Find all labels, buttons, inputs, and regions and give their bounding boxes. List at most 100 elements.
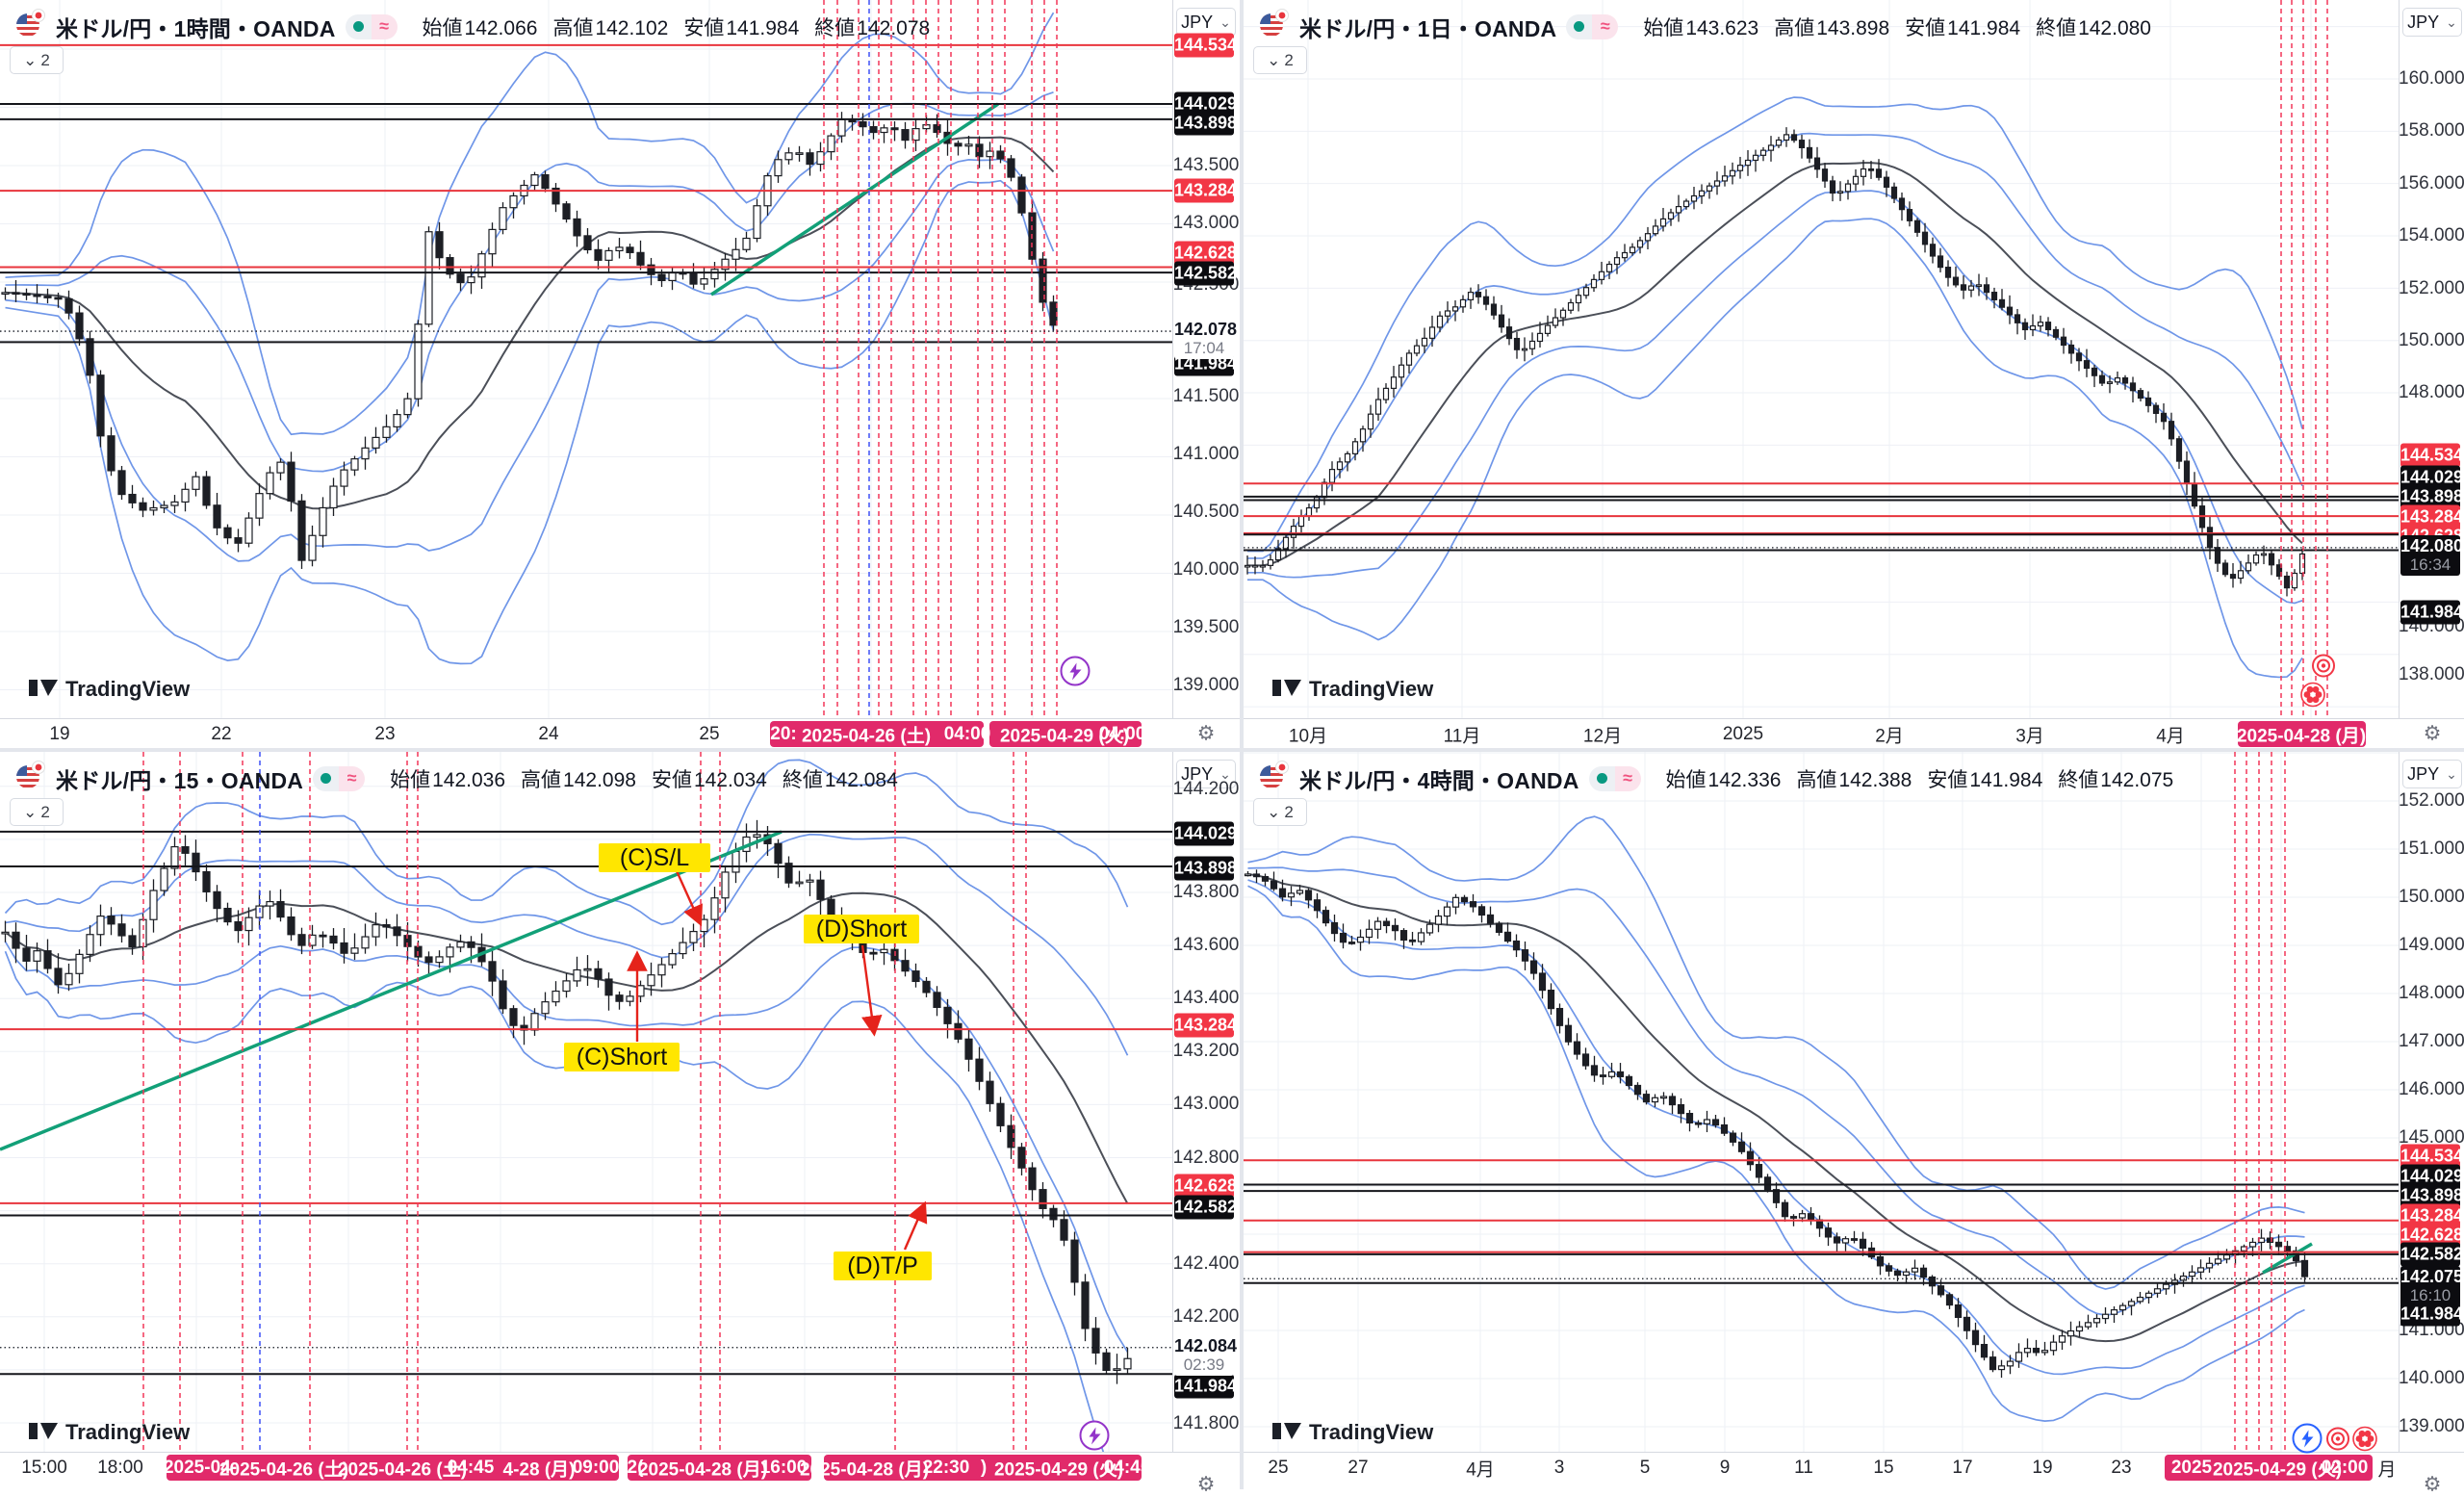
flower-icon[interactable] — [2300, 682, 2325, 712]
candle-down — [869, 951, 878, 955]
time-axis[interactable]: 15:00 18:00 2025-04- 2025-04-26 (土) 2025-04-… — [0, 1452, 1240, 1484]
panel-divider-horizontal[interactable] — [0, 748, 2464, 752]
chart-canvas-bl[interactable]: (C)S/L (D)Short (C)Short (D)T/P — [0, 752, 1172, 1489]
currency-dropdown[interactable]: JPY ⌄ — [1176, 760, 1236, 788]
tradingview-logo[interactable]: TradingView — [1272, 677, 1434, 701]
candle-down — [128, 493, 137, 503]
axis-settings-icon[interactable]: ⚙ — [1196, 722, 1216, 745]
annotation-arrow[interactable] — [903, 1200, 928, 1251]
price-axis[interactable]: JPY ⌄ 160.000 158.000 156.000 154.000 152.000 1… — [2399, 0, 2464, 750]
price-tick-label: 142.400 — [1172, 1253, 1240, 1274]
candle-down — [933, 124, 941, 134]
target-icon[interactable] — [2325, 1427, 2350, 1457]
candle-up — [1621, 251, 1629, 259]
target-icon[interactable] — [2311, 654, 2336, 684]
tradingview-logo[interactable]: TradingView — [29, 1420, 191, 1444]
annotation-label-bg[interactable] — [599, 843, 710, 872]
panel-divider-vertical[interactable] — [1240, 0, 1244, 1489]
indicator-collapse-button[interactable]: ⌄ 2 — [10, 798, 64, 826]
annotation-label-bg[interactable] — [564, 1043, 680, 1071]
candle-up — [372, 436, 380, 449]
price-axis[interactable]: JPY ⌄ 144.200 143.800 143.600 143.400 143.200 1… — [1172, 752, 1240, 1496]
session-range-highlight[interactable] — [628, 1455, 811, 1481]
symbol-title[interactable]: 米ドル/円・15・OANDA — [56, 767, 304, 793]
bolt-icon[interactable] — [1060, 656, 1091, 686]
candle-down — [1322, 910, 1330, 924]
candle-down — [223, 527, 232, 539]
chart-canvas-br[interactable] — [1244, 752, 2399, 1452]
flower-icon[interactable] — [2352, 1426, 2377, 1457]
bolt-icon[interactable] — [1079, 1420, 1110, 1451]
time-tick-label: 24 — [538, 723, 559, 744]
candle-up — [1451, 896, 1460, 908]
candle-up — [350, 458, 359, 471]
annotation-label[interactable]: (D)Short — [816, 916, 908, 942]
indicator-collapse-button[interactable]: ⌄ 2 — [1253, 798, 1307, 826]
price-axis[interactable]: JPY⌄143.500143.000142.500141.500141.0001… — [1172, 0, 1240, 750]
candle-down — [784, 863, 793, 884]
price-axis[interactable]: JPY ⌄ 152.000 151.000 150.000 149.000 148.000 1… — [2399, 752, 2464, 1496]
symbol-title[interactable]: 米ドル/円・4時間・OANDA — [1299, 767, 1579, 793]
annotation-label-bg[interactable] — [834, 1252, 932, 1280]
candle-up — [1544, 324, 1552, 334]
session-range-highlight[interactable] — [989, 721, 1142, 747]
candle-up — [2196, 1267, 2205, 1273]
time-axis[interactable]: 19 22 23 24 25 20: 2025-04-26 (土) 04:00 2025-04-… — [0, 718, 1240, 750]
market-status-badge[interactable]: ≈ — [1566, 13, 1619, 39]
session-range-highlight[interactable] — [824, 1455, 1142, 1481]
candle-up — [1282, 536, 1290, 550]
session-range-highlight[interactable] — [2238, 721, 2366, 747]
annotation-label-bg[interactable] — [804, 915, 919, 943]
session-range-highlight[interactable] — [770, 721, 984, 747]
annotation-label[interactable]: (C)S/L — [620, 844, 689, 871]
candle-down — [1789, 1216, 1798, 1219]
trend-line[interactable] — [0, 830, 783, 1151]
currency-dropdown[interactable]: JPY ⌄ — [2402, 8, 2462, 37]
candle-down — [1945, 1294, 1954, 1306]
candle-up — [626, 995, 634, 1002]
indicator-collapse-button[interactable]: ⌄ 2 — [10, 46, 64, 74]
candle-down — [1829, 180, 1836, 194]
candle-down — [340, 942, 348, 954]
market-status-badge[interactable]: ≈ — [345, 13, 398, 39]
candle-down — [2014, 314, 2021, 323]
indicator-collapse-button[interactable]: ⌄ 2 — [1253, 46, 1307, 74]
candle-up — [1659, 218, 1667, 227]
currency-dropdown[interactable]: JPY ⌄ — [1176, 8, 1236, 37]
price-level-label: 143.284 — [1174, 1013, 1237, 1038]
annotation-arrow[interactable] — [672, 864, 703, 927]
tradingview-logo[interactable]: TradingView — [29, 677, 191, 701]
candle-up — [2136, 1296, 2144, 1303]
candle-up — [827, 135, 835, 153]
candle-down — [806, 152, 814, 166]
trend-line[interactable] — [710, 102, 999, 297]
time-tick-label: 3 — [1553, 1458, 1565, 1478]
axis-settings-icon[interactable]: ⚙ — [2423, 722, 2442, 745]
moving-average-line — [1247, 873, 2305, 1343]
time-axis[interactable]: 10月 11月 12月 2025 2月 3月 4月 2025-04-28 (月) — [1244, 718, 2464, 750]
market-status-badge[interactable]: ≈ — [1588, 765, 1641, 791]
bolt-icon[interactable] — [2292, 1423, 2323, 1454]
session-range-highlight[interactable] — [167, 1455, 619, 1481]
annotation-label[interactable]: (D)T/P — [847, 1252, 918, 1279]
candle-down — [1929, 244, 1937, 257]
annotation-label[interactable]: (C)Short — [577, 1044, 668, 1071]
market-status-badge[interactable]: ≈ — [313, 765, 366, 791]
time-axis[interactable]: 25 27 4月 3 5 9 11 15 17 19 23 月 2025 2025-04-29 (火) 02… — [1244, 1452, 2464, 1484]
candle-down — [297, 500, 306, 561]
annotation-arrow[interactable] — [860, 944, 883, 1037]
chart-canvas-tr[interactable] — [1244, 0, 2399, 718]
candle-down — [2044, 322, 2052, 331]
candle-up — [986, 150, 994, 158]
session-range-highlight[interactable] — [2165, 1455, 2373, 1481]
chart-canvas-tl[interactable] — [0, 0, 1172, 718]
symbol-title[interactable]: 米ドル/円・1時間・OANDA — [56, 15, 336, 41]
candle-up — [488, 228, 497, 255]
candle-down — [234, 920, 243, 932]
tradingview-logo[interactable]: TradingView — [1272, 1420, 1434, 1444]
currency-dropdown[interactable]: JPY ⌄ — [2402, 760, 2462, 788]
candle-down — [1505, 326, 1513, 340]
candle-down — [1304, 890, 1313, 901]
symbol-title[interactable]: 米ドル/円・1日・OANDA — [1299, 15, 1557, 41]
